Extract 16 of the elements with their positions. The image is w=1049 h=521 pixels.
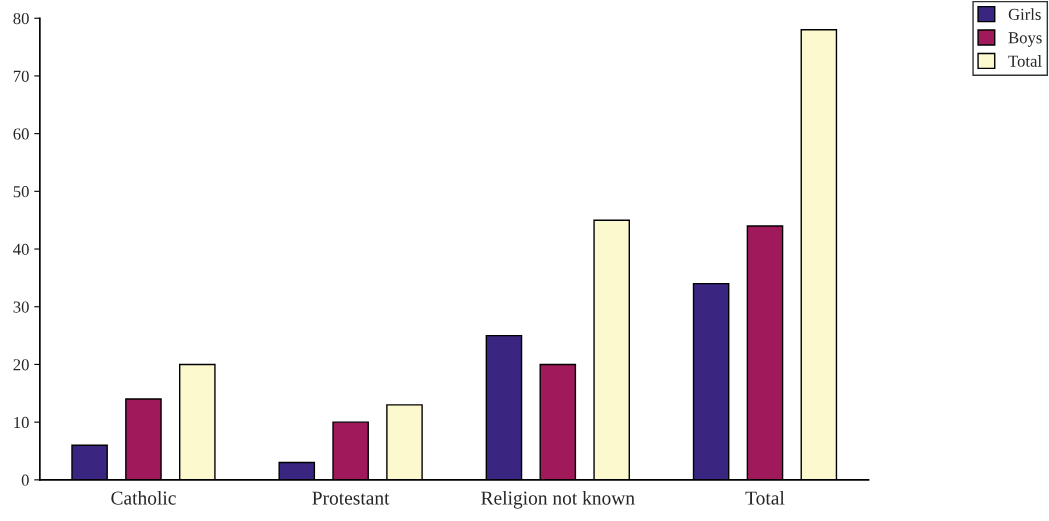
y-tick-label: 50 (13, 186, 29, 198)
y-tick-label: 30 (13, 301, 29, 313)
x-tick-label: Religion not known (481, 490, 635, 509)
x-tick-label: Protestant (312, 491, 390, 505)
y-tick-label: 60 (13, 128, 29, 140)
y-tick-label: 80 (13, 12, 29, 25)
x-tick-label: Total (745, 490, 785, 505)
y-tick-label: 70 (13, 70, 29, 82)
legend-label: Boys (1008, 32, 1042, 47)
legend-label: Girls (1008, 8, 1041, 20)
y-tick-label: 0 (21, 474, 29, 486)
y-tick-label: 10 (14, 416, 29, 429)
legend-label: Total (1008, 55, 1042, 67)
x-tick-label: Catholic (111, 490, 176, 505)
y-tick-label: 20 (13, 359, 29, 371)
y-tick-label: 40 (13, 243, 29, 255)
